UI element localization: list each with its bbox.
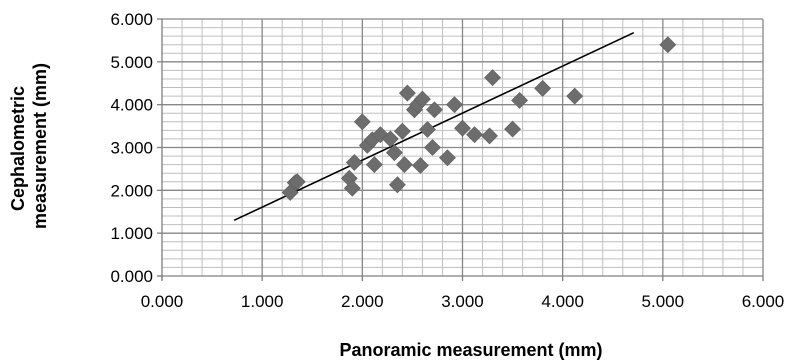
- data-point-diamond: [365, 156, 383, 174]
- data-point-diamond: [388, 176, 406, 194]
- data-point-diamond: [393, 122, 411, 140]
- y-tick-label: 5.000: [110, 53, 153, 72]
- x-tick-label: 5.000: [642, 292, 685, 311]
- data-points: [281, 36, 677, 201]
- data-point-diamond: [353, 113, 371, 131]
- y-tick-label: 3.000: [110, 139, 153, 158]
- y-tick-labels: 0.000 1.000 2.000 3.000 4.000 5.000 6.000: [110, 10, 153, 286]
- data-point-diamond: [385, 144, 403, 162]
- data-point-diamond: [419, 121, 436, 138]
- y-axis-title: Cephalometric measurement (mm): [8, 63, 50, 229]
- data-point-diamond: [412, 157, 429, 174]
- data-point-diamond: [659, 36, 677, 54]
- major-gridlines: [162, 18, 764, 276]
- data-point-diamond: [395, 156, 413, 174]
- y-tick-label: 1.000: [110, 224, 153, 243]
- data-point-diamond: [504, 120, 522, 138]
- x-tick-labels: 0.000 1.000 2.000 3.000 4.000 5.000 6.000: [141, 292, 785, 311]
- plot-axes: [157, 18, 764, 281]
- data-point-diamond: [424, 139, 441, 156]
- x-tick-label: 2.000: [341, 292, 384, 311]
- x-tick-label: 0.000: [141, 292, 184, 311]
- x-axis-title: Panoramic measurement (mm): [339, 340, 602, 360]
- y-tick-label: 2.000: [110, 181, 153, 200]
- data-point-diamond: [343, 179, 361, 197]
- data-point-diamond: [398, 84, 416, 102]
- data-point-diamond: [426, 101, 443, 119]
- data-point-diamond: [414, 90, 431, 108]
- trendline: [233, 31, 635, 222]
- y-axis-title-line-1: Cephalometric: [8, 86, 28, 211]
- data-point-diamond: [439, 149, 456, 167]
- y-axis-title-line-2: measurement (mm): [30, 63, 50, 229]
- y-tick-label: 6.000: [110, 10, 153, 29]
- trendline-group: [233, 31, 635, 222]
- data-point-diamond: [534, 79, 552, 97]
- x-tick-label: 3.000: [441, 292, 484, 311]
- x-tick-label: 1.000: [241, 292, 284, 311]
- data-point-diamond: [511, 91, 529, 109]
- data-point-diamond: [288, 173, 306, 191]
- y-tick-label: 0.000: [110, 267, 153, 286]
- data-point-diamond: [345, 154, 363, 171]
- x-tick-label: 4.000: [541, 292, 584, 311]
- data-point-diamond: [484, 69, 501, 87]
- data-point-diamond: [446, 96, 463, 114]
- data-point-diamond: [566, 87, 584, 105]
- x-tick-label: 6.000: [742, 292, 785, 311]
- data-point-diamond: [454, 119, 471, 137]
- data-point-diamond: [466, 126, 483, 144]
- y-tick-label: 4.000: [110, 96, 153, 115]
- data-point-diamond: [381, 130, 399, 148]
- data-point-diamond: [481, 127, 498, 145]
